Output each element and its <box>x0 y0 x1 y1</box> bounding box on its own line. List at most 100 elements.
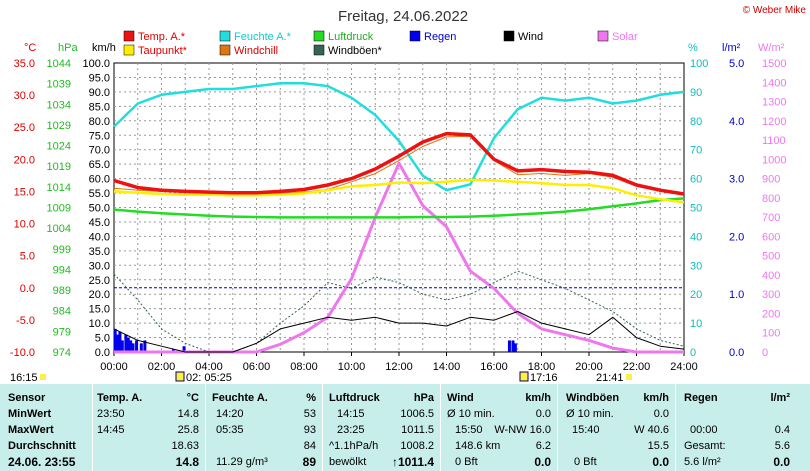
tick-label-wind_kmh: 5.0 <box>95 333 110 345</box>
tick-label-solar_wm2: 500 <box>762 251 780 263</box>
pressure-max-value: 1011.5 <box>401 424 434 436</box>
tick-label-rain_lm2: 5.0 <box>729 58 744 70</box>
tick-label-temp_c: 25.0 <box>14 122 35 134</box>
pressure-avg-value: 1008.2 <box>400 440 434 452</box>
gust-max-value: W 40.6 <box>634 424 669 436</box>
x-tick-label: 22:00 <box>623 361 651 373</box>
tick-label-humidity_pct: 90 <box>690 87 702 99</box>
tick-label-humidity_pct: 10 <box>690 318 702 330</box>
moon-icon <box>626 374 632 380</box>
legend-label-wind: Wind <box>518 31 543 43</box>
rain-current-value: 0.0 <box>773 455 790 469</box>
rain-bar <box>116 334 120 352</box>
tick-label-wind_kmh: 50.0 <box>89 203 110 215</box>
tick-label-pressure_hpa: 1044 <box>47 58 71 70</box>
legend-swatch-humidity <box>219 30 231 42</box>
humidity-max-value: 93 <box>303 424 316 436</box>
temp-min-time: 23:50 <box>97 408 125 420</box>
legend-label-dew: Taupunkt* <box>138 45 188 57</box>
gust-avg-value: 15.5 <box>647 440 669 452</box>
tick-label-wind_kmh: 15.0 <box>89 304 110 316</box>
tick-label-temp_c: 20.0 <box>14 154 35 166</box>
humidity-current-value: 89 <box>302 455 316 469</box>
sensor-header: Sensor <box>8 392 46 404</box>
tick-label-pressure_hpa: 1039 <box>47 79 71 91</box>
tick-label-wind_kmh: 10.0 <box>89 318 110 330</box>
legend-swatch-temp <box>123 30 135 42</box>
tick-label-wind_kmh: 95.0 <box>89 72 110 84</box>
tick-label-rain_lm2: 2.0 <box>729 231 744 243</box>
x-tick-label: 10:00 <box>338 361 366 373</box>
x-tick-label: 02:00 <box>148 361 176 373</box>
tick-label-wind_kmh: 40.0 <box>89 231 110 243</box>
tick-label-temp_c: 35.0 <box>14 58 35 70</box>
humidity-unit: % <box>306 392 316 404</box>
humidity-abs-value: 11.29 g/m³ <box>216 456 268 468</box>
tick-label-pressure_hpa: 1029 <box>47 120 71 132</box>
tick-label-wind_kmh: 30.0 <box>89 260 110 272</box>
wind-current-value: 0.0 <box>534 455 551 469</box>
tick-label-rain_lm2: 1.0 <box>729 289 744 301</box>
tick-label-wind_kmh: 80.0 <box>89 116 110 128</box>
wind-max-value: W-NW 16.0 <box>494 424 551 436</box>
tick-label-solar_wm2: 0 <box>762 347 768 359</box>
x-tick-label: 16:00 <box>480 361 508 373</box>
tick-label-humidity_pct: 40 <box>690 231 702 243</box>
tick-label-pressure_hpa: 1024 <box>47 141 71 153</box>
rain-total-value: 5.6 <box>774 440 790 452</box>
rain-bar <box>507 340 511 352</box>
legend-label-windchill: Windchill <box>234 45 278 57</box>
tick-label-humidity_pct: 80 <box>690 116 702 128</box>
pressure-max-time: 23:25 <box>337 424 365 436</box>
tick-label-wind_kmh: 75.0 <box>89 130 110 142</box>
humidity-header: Feuchte A. <box>212 392 268 404</box>
legend-label-pressure: Luftdruck <box>328 31 374 43</box>
rain-max-time: 00:00 <box>690 424 718 436</box>
x-tick-label: 00:00 <box>100 361 128 373</box>
tick-label-solar_wm2: 800 <box>762 193 780 205</box>
series-line-pressure <box>113 197 685 219</box>
tick-label-solar_wm2: 700 <box>762 212 780 224</box>
tick-label-solar_wm2: 1200 <box>762 116 786 128</box>
legend-swatch-windchill <box>219 44 231 56</box>
max-row-label: MaxWert <box>8 424 54 436</box>
temp-max-time: 14:45 <box>97 424 125 436</box>
sunset-icon <box>519 371 529 382</box>
pressure-trend: ^1.1hPa/h <box>329 440 379 452</box>
humidity-min-time: 14:20 <box>216 408 244 420</box>
tick-label-wind_kmh: 20.0 <box>89 289 110 301</box>
legend-label-temp: Temp. A.* <box>138 31 186 43</box>
tick-label-humidity_pct: 0 <box>690 347 696 359</box>
wind-header: Wind <box>447 392 474 404</box>
wind-avg10-label: Ø 10 min. <box>447 408 495 420</box>
tick-label-solar_wm2: 1100 <box>762 135 786 147</box>
tick-label-pressure_hpa: 1034 <box>47 99 71 111</box>
tick-label-solar_wm2: 100 <box>762 328 780 340</box>
tick-label-humidity_pct: 100 <box>690 58 708 70</box>
axis-unit-humidity_pct: % <box>688 42 698 54</box>
tick-label-wind_kmh: 90.0 <box>89 87 110 99</box>
col-temp: Temp. A. °C 23:50 14.8 14:45 25.8 18.63 … <box>93 384 205 471</box>
statistics-table: Sensor MinWert MaxWert Durchschnitt 24.0… <box>0 384 810 471</box>
legend-swatch-wind <box>503 30 515 42</box>
rain-bar <box>129 340 133 352</box>
rain-bar <box>139 343 143 352</box>
tick-label-temp_c: -5.0 <box>16 315 35 327</box>
wind-distance: 148.6 km <box>455 440 501 452</box>
temp-avg-value: 18.63 <box>171 440 199 452</box>
tick-label-pressure_hpa: 989 <box>53 285 71 297</box>
axis-unit-solar_wm2: W/m² <box>758 42 785 54</box>
rain-unit: l/m² <box>770 392 790 404</box>
sun-icon <box>40 374 46 380</box>
tick-label-wind_kmh: 85.0 <box>89 101 110 113</box>
series-line-temp <box>113 131 685 196</box>
tick-label-wind_kmh: 35.0 <box>89 246 110 258</box>
weather-chart: 35.0 30.0 25.0 20.0 15.0 10.0 5.0 0.0 -5.0 -10.0 °… <box>10 5 807 384</box>
gust-unit: km/h <box>643 392 669 404</box>
pressure-unit: hPa <box>413 392 434 404</box>
tick-label-solar_wm2: 900 <box>762 174 780 186</box>
legend-label-solar: Solar <box>612 31 638 43</box>
tick-label-temp_c: 30.0 <box>14 90 35 102</box>
tick-label-humidity_pct: 30 <box>690 260 702 272</box>
tick-label-solar_wm2: 200 <box>762 308 780 320</box>
